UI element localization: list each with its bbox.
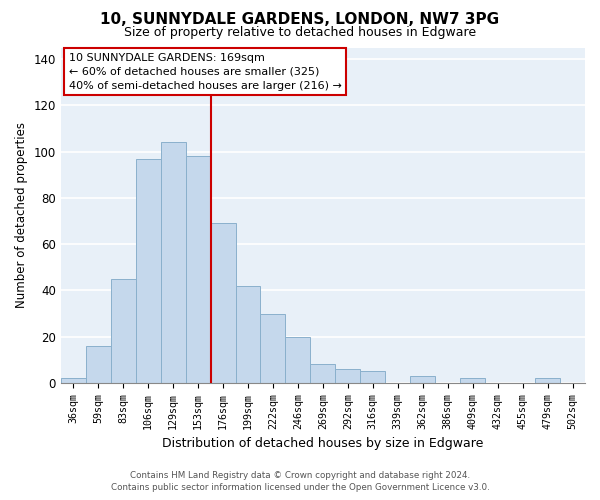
X-axis label: Distribution of detached houses by size in Edgware: Distribution of detached houses by size … (162, 437, 484, 450)
Text: Contains HM Land Registry data © Crown copyright and database right 2024.
Contai: Contains HM Land Registry data © Crown c… (110, 471, 490, 492)
Text: 10, SUNNYDALE GARDENS, LONDON, NW7 3PG: 10, SUNNYDALE GARDENS, LONDON, NW7 3PG (100, 12, 500, 28)
Bar (310, 364, 335, 383)
Bar (286, 336, 310, 383)
Bar (260, 314, 286, 383)
Text: 10 SUNNYDALE GARDENS: 169sqm
← 60% of detached houses are smaller (325)
40% of s: 10 SUNNYDALE GARDENS: 169sqm ← 60% of de… (68, 52, 341, 90)
Bar (161, 142, 185, 383)
Bar (111, 279, 136, 383)
Bar (410, 376, 435, 383)
Bar (361, 372, 385, 383)
Bar (535, 378, 560, 383)
Bar (136, 158, 161, 383)
Bar (61, 378, 86, 383)
Bar (86, 346, 111, 383)
Bar (211, 224, 236, 383)
Bar (236, 286, 260, 383)
Bar (460, 378, 485, 383)
Y-axis label: Number of detached properties: Number of detached properties (15, 122, 28, 308)
Bar (335, 369, 361, 383)
Bar (185, 156, 211, 383)
Text: Size of property relative to detached houses in Edgware: Size of property relative to detached ho… (124, 26, 476, 39)
